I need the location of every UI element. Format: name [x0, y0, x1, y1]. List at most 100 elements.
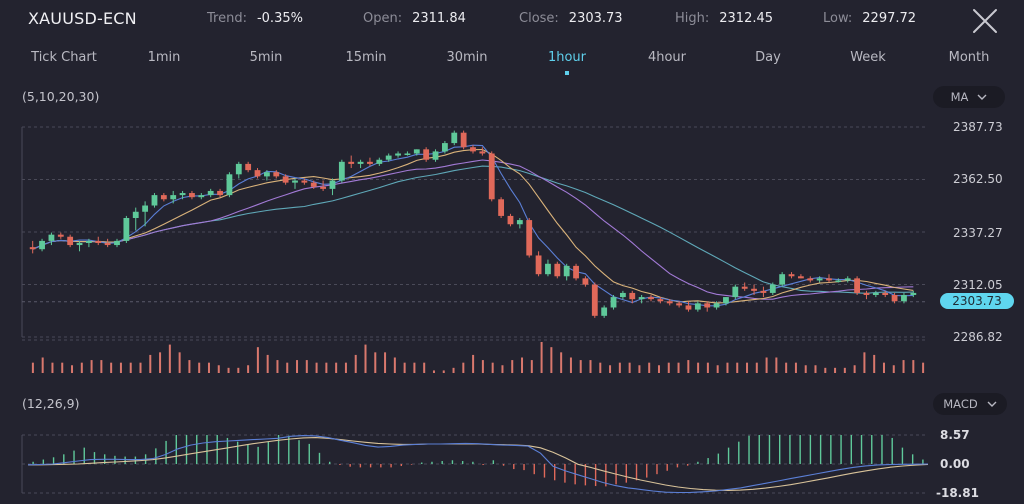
stat-value: -0.35% — [256, 11, 303, 26]
ma-select-label: MA — [950, 90, 969, 104]
y-tick: 2387.73 — [953, 120, 1003, 134]
ma-params-label: (5,10,20,30) — [22, 89, 100, 104]
candle-body — [882, 292, 889, 296]
candle-body — [320, 186, 327, 189]
y-tick: 2312.05 — [953, 278, 1003, 292]
volume-bar — [550, 347, 553, 373]
volume-bar — [237, 367, 240, 373]
tab-tick-chart[interactable]: Tick Chart — [31, 50, 97, 65]
candle-body — [226, 174, 233, 196]
volume-bar — [139, 362, 142, 373]
volume-bar — [129, 362, 132, 373]
candle-body — [123, 218, 130, 241]
candle-body — [310, 182, 317, 187]
candle-body — [751, 288, 757, 291]
tab-15min[interactable]: 15min — [345, 50, 387, 65]
volume-bar — [824, 367, 827, 373]
tab-month[interactable]: Month — [948, 50, 990, 65]
candle-body — [732, 286, 739, 298]
candle-body — [723, 297, 729, 304]
volume-bar — [227, 367, 230, 373]
volume-bar — [188, 360, 191, 373]
macd-params-label: (12,26,9) — [22, 396, 80, 411]
candle-body — [479, 151, 486, 154]
volume-bar — [589, 360, 592, 373]
tab-4hour[interactable]: 4hour — [647, 50, 687, 65]
candle-body — [85, 240, 92, 243]
volume-bar — [335, 362, 338, 373]
candle-body — [554, 263, 561, 277]
volume-bar — [256, 347, 259, 373]
stat-value: 2297.72 — [862, 11, 917, 26]
volume-bar — [785, 362, 788, 373]
volume-bar — [873, 354, 876, 373]
stat-value: 2312.45 — [719, 11, 774, 26]
candle-body — [95, 240, 102, 243]
volume-bar — [599, 362, 602, 373]
candle-body — [395, 153, 401, 156]
candle-body — [685, 305, 692, 310]
volume-bar — [276, 360, 279, 373]
candle-body — [160, 195, 167, 200]
candle-body — [676, 303, 683, 306]
tab-30min[interactable]: 30min — [446, 50, 488, 65]
tab-week[interactable]: Week — [850, 50, 886, 65]
candle-body — [432, 151, 439, 160]
volume-bar — [247, 365, 250, 373]
volume-bar — [540, 342, 543, 373]
candle-body — [263, 172, 270, 177]
volume-bar — [775, 357, 778, 373]
candle-body — [301, 180, 308, 183]
candle-body — [114, 240, 120, 246]
volume-bar — [853, 365, 856, 373]
candle-body — [104, 242, 111, 246]
candle-body — [760, 290, 767, 293]
candle-body — [535, 255, 542, 275]
candle-body — [526, 220, 533, 256]
candle-body — [189, 193, 195, 198]
candle-body — [704, 303, 711, 308]
stat-open: Open: 2311.84 — [363, 11, 466, 26]
volume-bar — [452, 367, 455, 373]
volume-bar — [198, 362, 201, 373]
candle-body — [151, 195, 158, 206]
candle-body — [638, 297, 645, 300]
macd-indicator-select[interactable]: MACD — [933, 393, 1007, 415]
y-tick: 2337.27 — [953, 226, 1003, 240]
ma-indicator-select[interactable]: MA — [933, 86, 1005, 108]
tab-5min[interactable]: 5min — [249, 50, 283, 65]
candle-body — [854, 278, 861, 293]
volume-bar — [882, 362, 885, 373]
volume-bar — [501, 365, 504, 373]
stat-label: Trend: — [207, 11, 247, 26]
candle-body — [713, 303, 720, 308]
stat-close: Close: 2303.73 — [519, 11, 623, 26]
y-tick: 2286.82 — [953, 330, 1003, 344]
candle-body — [629, 292, 636, 300]
volume-bar — [579, 360, 582, 373]
chevron-down-icon — [977, 94, 987, 100]
volume-bar — [706, 362, 709, 373]
close-x-icon — [973, 9, 997, 33]
candle-body — [563, 265, 570, 277]
volume-bar — [912, 360, 915, 373]
symbol-title: XAUUSD-ECN — [28, 9, 137, 28]
volume-bar — [814, 365, 817, 373]
volume-bar — [677, 362, 680, 373]
volume-bar — [119, 362, 122, 373]
volume-bar — [657, 365, 660, 373]
tab-day[interactable]: Day — [755, 50, 781, 65]
candle-body — [591, 284, 598, 316]
close-button[interactable] — [970, 6, 1000, 36]
volume-bar — [618, 362, 621, 373]
tab-1hour[interactable]: 1hour — [547, 50, 587, 65]
candle-body — [39, 240, 45, 250]
candle-body — [573, 265, 579, 279]
tab-1min[interactable]: 1min — [147, 50, 181, 65]
volume-bar — [902, 360, 905, 373]
candle-body — [48, 234, 55, 241]
candle-body — [423, 149, 430, 160]
volume-bar — [51, 362, 54, 373]
volume-bar — [746, 362, 749, 373]
